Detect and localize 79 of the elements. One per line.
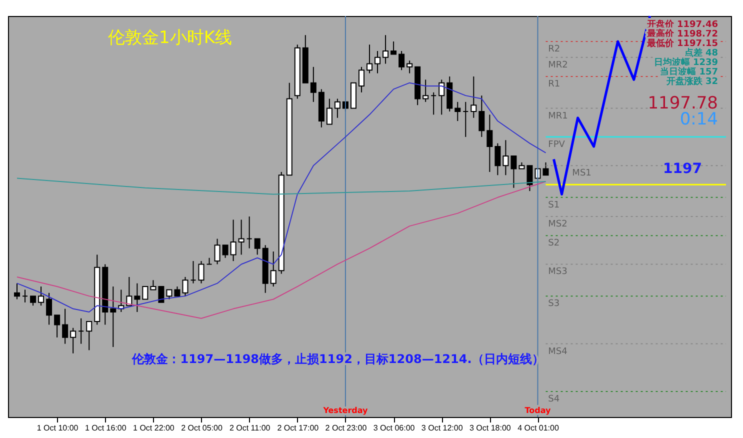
candlestick: [158, 286, 164, 303]
candlestick: [438, 79, 445, 116]
candlestick: [470, 76, 477, 118]
candlestick: [190, 260, 196, 284]
candlestick: [406, 60, 413, 74]
x-tick-label: 3 Oct 18:00: [469, 424, 512, 432]
ref-line-label: MS3: [548, 267, 568, 278]
candlestick: [214, 238, 220, 265]
ref-line-label: MS1: [572, 168, 592, 179]
ref-line-label: MS2: [548, 220, 568, 230]
candlestick: [454, 101, 461, 122]
ref-line-label: R2: [548, 44, 560, 54]
candlestick: [478, 95, 485, 138]
chart-title: 伦敦金1小时K线: [108, 28, 232, 48]
candlestick: [462, 101, 469, 138]
candlestick: [246, 216, 252, 249]
candlestick: [78, 318, 84, 344]
candlestick: [510, 156, 517, 188]
candlestick: [430, 92, 437, 116]
candlestick: [502, 140, 509, 176]
candlestick: [374, 50, 381, 74]
candlestick: [22, 289, 28, 303]
candlestick: [526, 165, 533, 192]
candlestick: [358, 66, 364, 93]
candlestick: [166, 289, 172, 300]
candlestick: [422, 79, 429, 102]
candlestick: [254, 238, 260, 256]
candlestick: [110, 286, 116, 348]
x-tick-label: 1 Oct 16:00: [84, 424, 127, 432]
ref-line-label: MS4: [548, 346, 568, 357]
candlestick: [182, 276, 188, 297]
x-tick-label: 2 Oct 23:00: [325, 424, 368, 432]
candlestick: [310, 66, 316, 102]
candlestick: [390, 40, 397, 55]
candlestick: [230, 219, 236, 262]
candlestick: [142, 286, 148, 300]
candlestick: [38, 286, 44, 306]
annotation: 1197: [663, 161, 702, 177]
x-tick-label: 1 Oct 22:00: [133, 424, 175, 432]
candlestick: [334, 98, 340, 118]
annotation: 开盘涨跌 32: [665, 76, 718, 87]
ref-line-label: S4: [548, 394, 560, 405]
candlestick: [270, 251, 276, 288]
x-tick-label: 1 Oct 10:00: [36, 424, 79, 432]
candlestick: [382, 34, 389, 64]
candlestick: [366, 44, 372, 74]
ref-line-label: MR2: [548, 60, 568, 70]
ref-line-label: MR1: [548, 111, 568, 122]
candlestick: [326, 98, 332, 125]
candlestick: [14, 282, 20, 300]
candlestick: [86, 321, 92, 351]
x-tick-label: 3 Oct 06:00: [373, 424, 416, 432]
candlestick: [126, 276, 132, 306]
x-tick-label: 4 Oct 01:00: [518, 424, 560, 432]
candlestick: [70, 327, 76, 354]
candlestick: [486, 114, 493, 172]
ref-line-label: S1: [548, 200, 560, 210]
ref-line-label: S3: [548, 299, 560, 310]
candlestick: [238, 219, 244, 256]
candlestick: [174, 286, 180, 297]
candlestick: [62, 308, 68, 344]
candlestick: [398, 50, 405, 71]
candlestick: [542, 162, 549, 176]
candlestick: [494, 142, 501, 176]
candlestick: [30, 296, 36, 306]
candlestick: [46, 292, 52, 326]
x-tick-label: 3 Oct 12:00: [421, 424, 464, 432]
candlestick: [198, 260, 204, 284]
x-tick-label: 2 Oct 11:00: [229, 424, 271, 432]
ref-line-label: R1: [548, 79, 560, 90]
candlestick: [150, 280, 156, 290]
x-tick-label: 2 Oct 17:00: [277, 424, 320, 432]
x-tick-label: 2 Oct 05:00: [181, 424, 223, 432]
candlestick: [54, 314, 60, 338]
ref-line-label: S2: [548, 238, 560, 249]
candlestick: [134, 282, 140, 312]
annotation: 最低价 1197.15: [646, 38, 718, 49]
ref-line-label: FPV: [548, 140, 566, 150]
candlestick: [222, 244, 228, 258]
